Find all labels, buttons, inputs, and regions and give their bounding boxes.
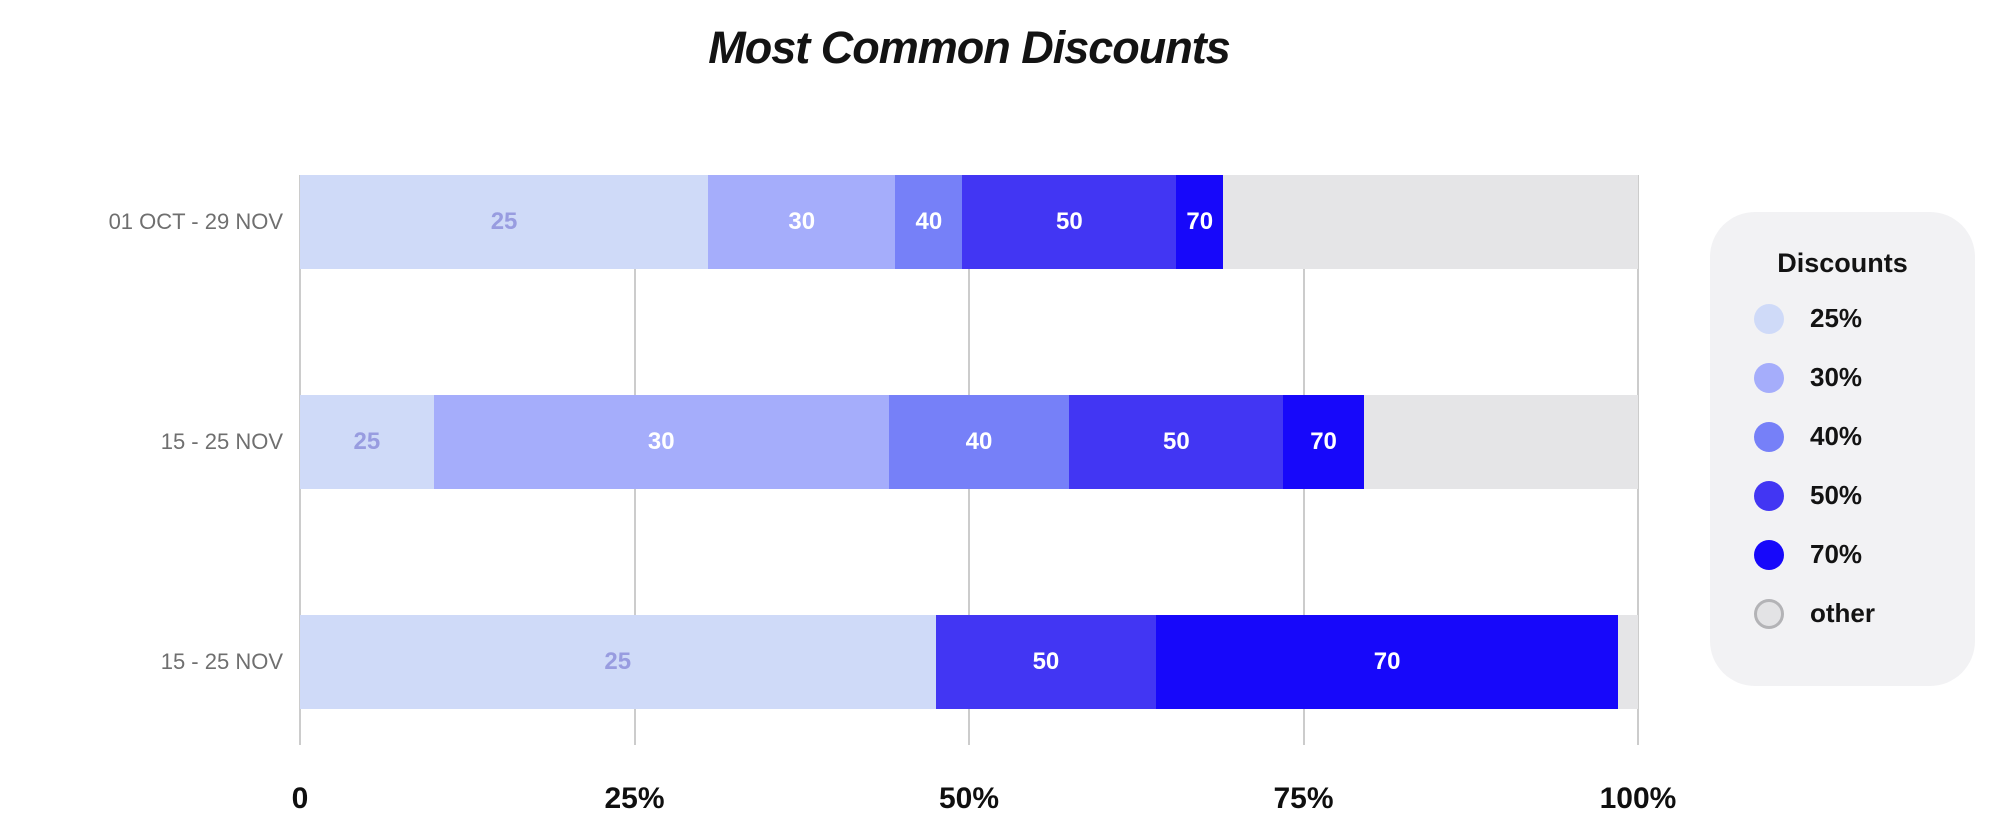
- bar-segment-label: 40: [965, 428, 993, 455]
- bar-segment-30pct[interactable]: 30: [433, 395, 889, 489]
- legend-swatch-icon: [1754, 539, 1784, 570]
- legend-item-50pct[interactable]: 50%: [1754, 480, 1975, 511]
- category-label-3: 15 - 25 NOV: [160, 649, 283, 674]
- legend-item-label: 30%: [1810, 362, 1863, 392]
- bar-segment-50pct[interactable]: 50: [935, 615, 1157, 709]
- x-axis: 0 25% 50% 75% 100%: [292, 782, 1677, 822]
- bar-segment-other[interactable]: [1223, 175, 1638, 269]
- legend-item-label: 40%: [1810, 421, 1863, 451]
- bar-segment-40pct[interactable]: 40: [888, 395, 1070, 489]
- bar-segment-30pct[interactable]: 30: [708, 175, 896, 269]
- legend-swatch-icon: [1754, 598, 1784, 629]
- legend-swatch-icon: [1754, 480, 1784, 511]
- x-tick-label-100pct: 100%: [1599, 782, 1677, 815]
- legend-item-25pct[interactable]: 25%: [1754, 303, 1975, 334]
- bar-segment-label: 50: [1032, 648, 1060, 675]
- legend-swatch-icon: [1754, 303, 1784, 334]
- category-label-2: 15 - 25 NOV: [160, 429, 283, 454]
- bar-segment-label: 50: [1055, 208, 1083, 235]
- bar-segment-50pct[interactable]: 50: [1069, 395, 1284, 489]
- legend-item-other[interactable]: other: [1754, 598, 1975, 629]
- bar-segment-70pct[interactable]: 70: [1283, 395, 1364, 489]
- bar-segment-label: 70: [1310, 428, 1337, 455]
- legend-swatch-icon: [1754, 362, 1784, 393]
- bar-segment-label: 25: [490, 208, 518, 235]
- legend-item-70pct[interactable]: 70%: [1754, 539, 1975, 570]
- bar-row-1: 25 30 40 50 70: [300, 175, 1638, 269]
- bar-segment-25pct[interactable]: 25: [300, 175, 709, 269]
- bar-segment-40pct[interactable]: 40: [895, 175, 963, 269]
- bar-row-3: 25 50 70: [300, 615, 1638, 709]
- bar-segment-label: 30: [788, 208, 816, 235]
- bar-segment-label: 25: [604, 648, 632, 675]
- bar-segment-70pct[interactable]: 70: [1156, 615, 1618, 709]
- bar-segment-50pct[interactable]: 50: [962, 175, 1177, 269]
- x-tick-label-75pct: 75%: [1273, 782, 1334, 815]
- x-tick-label-50pct: 50%: [938, 782, 1000, 815]
- plot-area: 25 30 40 50 70 25 30 40 50 70 25 50 70: [299, 175, 1639, 745]
- chart-title: Most Common Discounts: [708, 22, 1231, 73]
- bar-segment-label: 70: [1373, 648, 1401, 675]
- bar-segment-label: 70: [1186, 208, 1214, 235]
- legend-item-40pct[interactable]: 40%: [1754, 421, 1975, 452]
- category-label-1: 01 OCT - 29 NOV: [108, 209, 283, 234]
- bar-row-2: 25 30 40 50 70: [300, 395, 1638, 489]
- gridline-100pct: [1637, 175, 1639, 745]
- bar-segment-label: 30: [647, 428, 675, 455]
- legend-title: Discounts: [1777, 248, 1908, 278]
- x-tick-label-0: 0: [291, 782, 309, 815]
- bar-segment-70pct[interactable]: 70: [1176, 175, 1224, 269]
- bar-segment-25pct[interactable]: 25: [300, 395, 434, 489]
- bar-segment-other[interactable]: [1617, 615, 1638, 709]
- legend-item-label: 50%: [1810, 480, 1863, 510]
- x-tick-label-25pct: 25%: [604, 782, 665, 815]
- bar-segment-other[interactable]: [1363, 395, 1638, 489]
- bar-segment-25pct[interactable]: 25: [300, 615, 936, 709]
- bar-segment-label: 40: [915, 208, 943, 235]
- legend-item-30pct[interactable]: 30%: [1754, 362, 1975, 393]
- legend-items: 25% 30% 40% 50% 70% other: [1710, 303, 1975, 629]
- bar-segment-label: 50: [1163, 428, 1190, 455]
- y-axis-labels: 01 OCT - 29 NOV 15 - 25 NOV 15 - 25 NOV: [0, 0, 283, 829]
- legend-item-label: 70%: [1810, 539, 1863, 569]
- legend-item-label: other: [1810, 598, 1875, 628]
- legend-item-label: 25%: [1810, 303, 1863, 333]
- bar-segment-label: 25: [353, 428, 381, 455]
- legend-swatch-icon: [1754, 421, 1784, 452]
- legend: Discounts 25% 30% 40% 50% 70% other: [1710, 212, 1975, 686]
